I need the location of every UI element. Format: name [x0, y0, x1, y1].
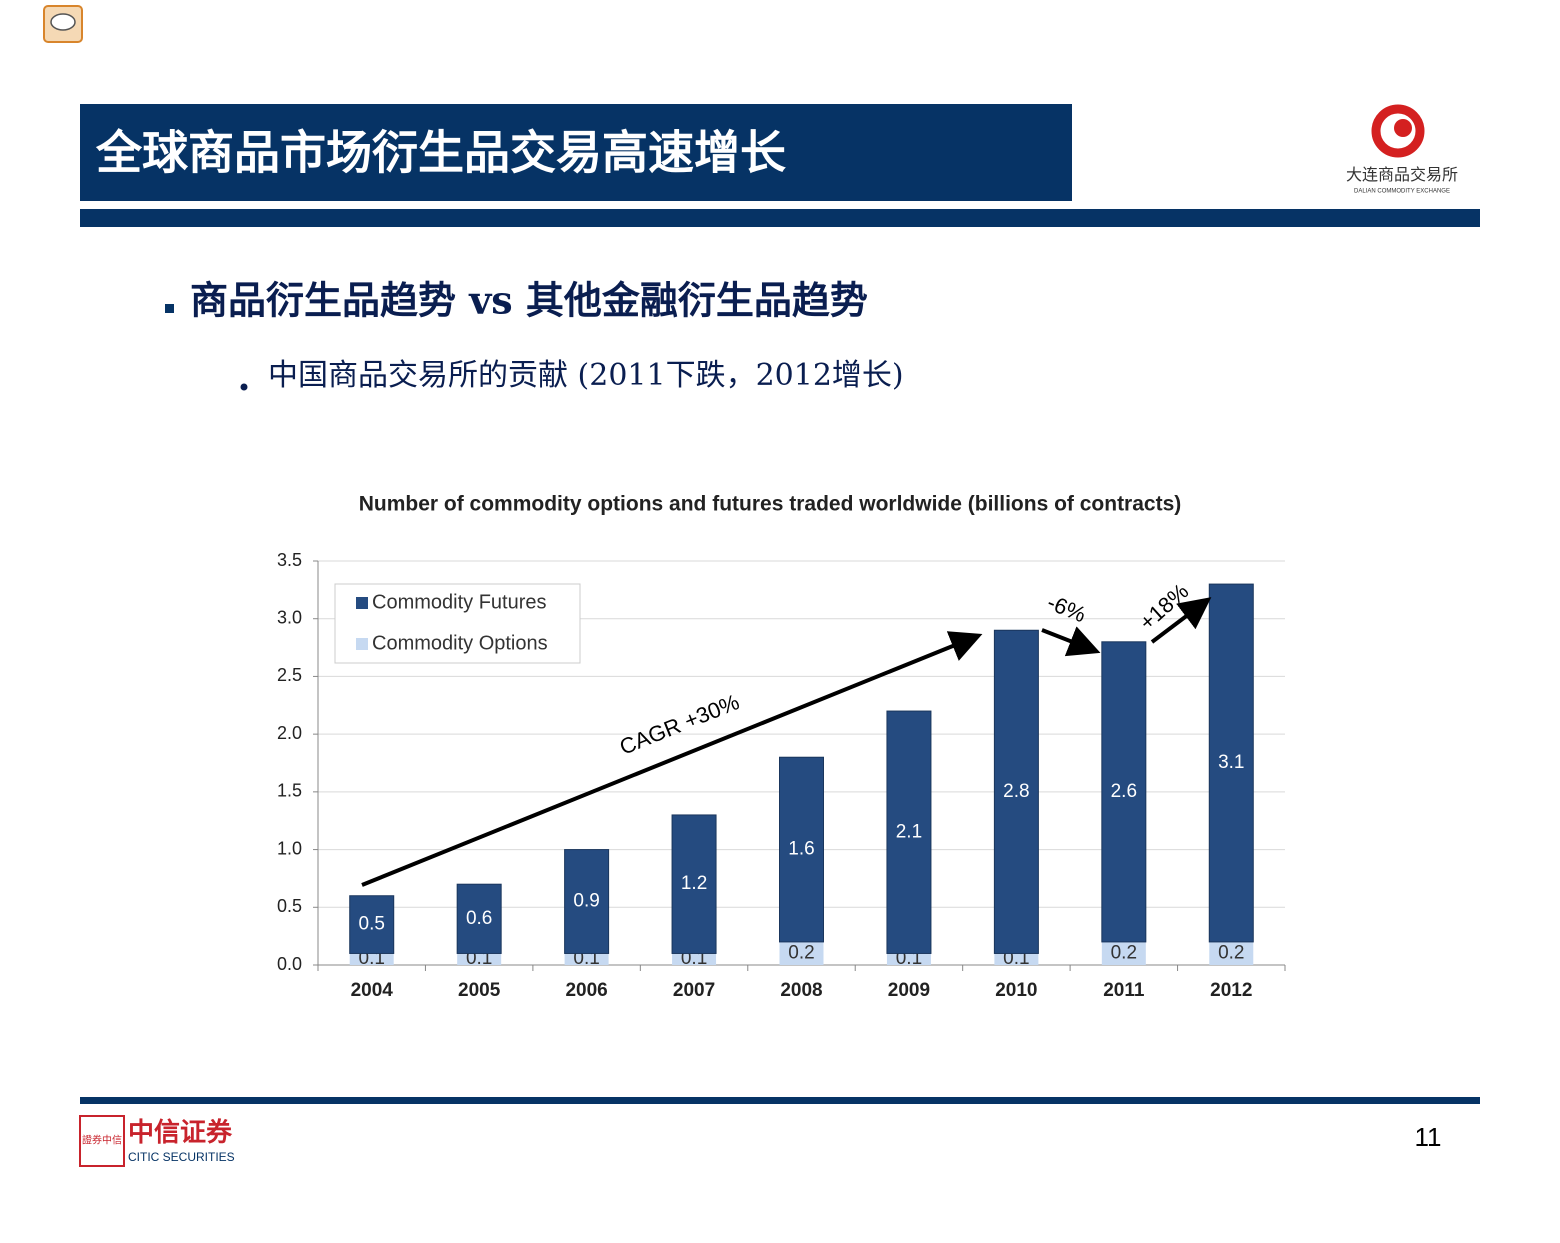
bar-segment [886, 710, 932, 954]
x-tick-label: 2008 [780, 980, 822, 1001]
y-tick-label: 1.0 [277, 838, 302, 858]
footer-english: CITIC SECURITIES [128, 1150, 235, 1164]
bar-segment [457, 953, 502, 965]
bar-segment [456, 883, 502, 954]
logo-english: DALIAN COMMODITY EXCHANGE [1354, 189, 1450, 195]
data-label: 2.1 [896, 821, 922, 842]
data-label: 0.5 [359, 914, 385, 935]
legend-label: Commodity Options [372, 632, 548, 654]
logo-mark [1371, 104, 1425, 158]
legend-swatch [356, 597, 368, 609]
bar-segment [349, 895, 395, 954]
x-tick-label: 2004 [351, 980, 394, 1001]
annotation-arrow [1041, 626, 1101, 657]
y-tick-label: 0.0 [277, 954, 302, 974]
bullet-2: 中国商品交易所的贡献 (2011下跌，2012增长) [268, 358, 904, 393]
bar-segment [779, 941, 824, 965]
x-tick-label: 2007 [673, 980, 715, 1001]
data-label: 0.6 [466, 908, 492, 929]
footer-company: 中信证券 [128, 1117, 233, 1147]
legend-label: Commodity Futures [372, 591, 547, 613]
bar-segment [671, 814, 717, 954]
y-tick-label: 3.5 [277, 550, 302, 570]
data-label: 1.6 [788, 839, 814, 860]
x-tick-label: 2012 [1210, 980, 1252, 1001]
y-tick-label: 0.5 [277, 896, 302, 916]
header-rule [80, 209, 1480, 227]
data-label: 0.2 [1111, 942, 1137, 963]
bar-segment [1101, 941, 1146, 965]
logo-name: 大连商品交易所 [1346, 166, 1458, 184]
y-tick-label: 2.5 [277, 665, 302, 685]
y-tick-label: 2.0 [277, 723, 302, 743]
data-label: 2.6 [1111, 781, 1137, 802]
y-tick-label: 1.5 [277, 781, 302, 801]
annotation-arrow [361, 631, 983, 887]
x-tick-label: 2010 [995, 980, 1037, 1001]
x-tick-label: 2006 [565, 980, 607, 1001]
y-tick-label: 3.0 [277, 607, 302, 627]
data-label: 2.8 [1003, 781, 1029, 802]
footer-seal-box [79, 1115, 125, 1167]
chart: Number of commodity options and futures … [277, 493, 1286, 1001]
bar-segment [349, 953, 394, 965]
bar-segment [564, 953, 609, 965]
annotation: +18% [1134, 578, 1193, 635]
annotation-arrow [1150, 597, 1212, 644]
x-tick-label: 2009 [888, 980, 930, 1001]
annotation: -6% [1044, 590, 1090, 628]
bullet-1: 商品衍生品趋势 vs 其他金融衍生品趋势 [190, 278, 868, 323]
annotation: CAGR +30% [616, 689, 743, 760]
data-label: 0.9 [573, 891, 599, 912]
bullet-square [165, 304, 174, 313]
bar-segment [886, 953, 931, 965]
bar-segment [1208, 583, 1254, 943]
bullet-dot [240, 383, 248, 391]
slide-title: 全球商品市场衍生品交易高速增长 [95, 126, 786, 180]
data-label: 0.2 [1218, 942, 1244, 963]
bar-segment [1101, 641, 1147, 943]
chart-title: Number of commodity options and futures … [359, 493, 1182, 516]
bar-segment [564, 849, 610, 954]
x-tick-label: 2005 [458, 980, 501, 1001]
legend-swatch [356, 638, 368, 650]
bar-segment [779, 756, 824, 943]
bar-segment [993, 629, 1039, 954]
footer-seal: 證券中信 [82, 1134, 122, 1147]
legend-box [334, 583, 581, 664]
data-label: 0.2 [788, 942, 814, 963]
x-tick-label: 2011 [1103, 980, 1145, 1001]
footer-rule [80, 1097, 1480, 1104]
bar-segment [994, 953, 1039, 965]
header-band [80, 104, 1072, 201]
logo-dot [1394, 119, 1412, 137]
page-number: 11 [1415, 1122, 1442, 1152]
data-label: 3.1 [1218, 752, 1244, 773]
data-label: 1.2 [681, 873, 707, 894]
comment-bubble [50, 13, 76, 31]
bar-segment [672, 953, 717, 965]
bar-segment [1209, 941, 1254, 965]
